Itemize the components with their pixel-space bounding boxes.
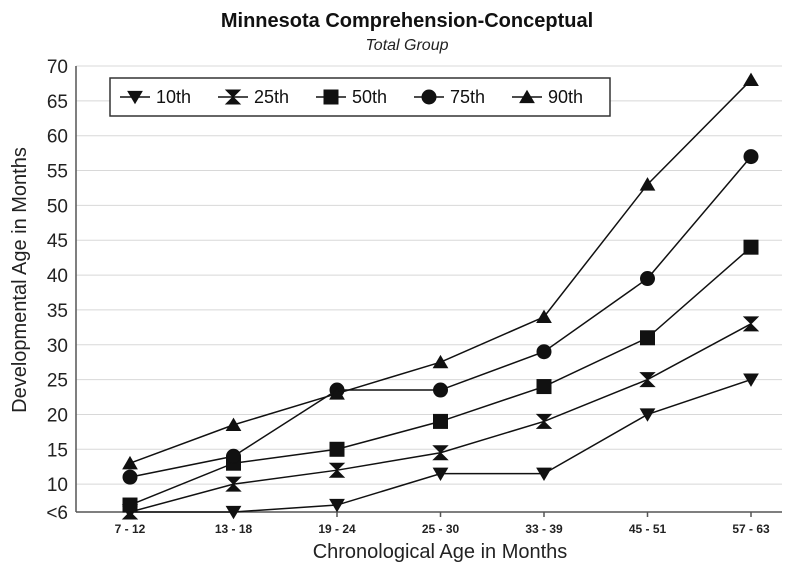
legend-label: 75th xyxy=(450,87,485,107)
series-line-90th xyxy=(130,80,751,463)
legend-label: 10th xyxy=(156,87,191,107)
x-axis-label: Chronological Age in Months xyxy=(313,541,568,563)
y-tick-label: 40 xyxy=(47,266,68,287)
y-tick-label: 25 xyxy=(47,371,68,392)
data-point-90th xyxy=(744,74,758,86)
legend-label: 90th xyxy=(548,87,583,107)
data-point-25th xyxy=(434,446,448,460)
data-point-90th xyxy=(123,457,137,469)
x-tick-label: 57 - 63 xyxy=(732,522,770,536)
y-tick-label: 30 xyxy=(47,336,68,357)
x-tick-label: 7 - 12 xyxy=(115,522,146,536)
y-tick-label: 35 xyxy=(47,301,68,322)
legend-item-25th: 25th xyxy=(218,87,289,107)
data-point-25th xyxy=(744,317,758,331)
y-tick-label: 60 xyxy=(47,127,68,148)
data-point-90th xyxy=(227,419,241,431)
data-point-75th xyxy=(537,345,551,359)
data-point-90th xyxy=(434,356,448,368)
data-point-25th xyxy=(537,414,551,428)
y-tick-label: 15 xyxy=(47,440,68,461)
legend-label: 50th xyxy=(352,87,387,107)
data-point-50th xyxy=(744,240,758,254)
x-axis-ticks: 7 - 12 13 - 18 19 - 24 25 - 30 33 - 39 45 - 5… xyxy=(115,512,770,536)
x-tick-label: 13 - 18 xyxy=(215,522,253,536)
x-tick-label: 33 - 39 xyxy=(525,522,563,536)
axes xyxy=(76,66,782,512)
chart-title: Minnesota Comprehension-Conceptual xyxy=(221,10,593,32)
x-tick-label: 45 - 51 xyxy=(629,522,667,536)
data-point-90th xyxy=(537,311,551,323)
data-point-50th xyxy=(641,331,655,345)
y-tick-label: <6 xyxy=(46,503,68,524)
data-point-75th xyxy=(744,150,758,164)
legend-label: 25th xyxy=(254,87,289,107)
data-point-50th xyxy=(537,380,551,394)
x-tick-label: 25 - 30 xyxy=(422,522,460,536)
y-tick-label: 20 xyxy=(47,405,68,426)
legend: 10th 25th 50th 75th 90th xyxy=(110,78,610,116)
data-point-75th xyxy=(434,383,448,397)
series xyxy=(123,74,758,519)
data-point-75th xyxy=(641,272,655,286)
data-point-75th xyxy=(227,449,241,463)
y-tick-label: 55 xyxy=(47,162,68,183)
x-tick-label: 19 - 24 xyxy=(318,522,356,536)
y-axis-ticks: <6 10 15 20 25 30 35 40 45 50 55 60 65 70 xyxy=(46,57,68,524)
series-line-50th xyxy=(130,247,751,505)
data-point-50th xyxy=(434,414,448,428)
legend-marker-75th xyxy=(422,90,436,104)
legend-item-50th: 50th xyxy=(316,87,387,107)
series-75th xyxy=(123,150,758,485)
y-tick-label: 10 xyxy=(47,475,68,496)
data-point-75th xyxy=(123,470,137,484)
legend-marker-50th xyxy=(324,90,338,104)
data-point-50th xyxy=(123,498,137,512)
chart-subtitle: Total Group xyxy=(365,37,448,54)
y-tick-label: 45 xyxy=(47,231,68,252)
y-tick-label: 70 xyxy=(47,57,68,78)
y-tick-label: 50 xyxy=(47,196,68,217)
grid xyxy=(76,66,782,484)
y-tick-label: 65 xyxy=(47,92,68,113)
data-point-50th xyxy=(330,442,344,456)
y-axis-label: Developmental Age in Months xyxy=(9,147,31,413)
